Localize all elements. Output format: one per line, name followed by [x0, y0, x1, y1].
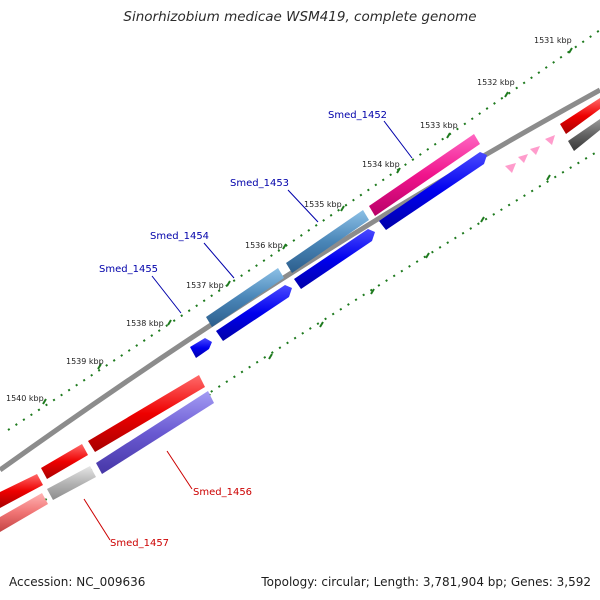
label-leaders	[83, 120, 413, 541]
map-title: Sinorhizobium medicae WSM419, complete g…	[123, 9, 477, 25]
feature-arrowhead	[545, 135, 555, 145]
gene-feature-smed-1454[interactable]	[206, 268, 284, 327]
genome-summary-text: Topology: circular; Length: 3,781,904 bp…	[261, 575, 591, 589]
tick-label: 1531 kbp	[534, 36, 572, 45]
gene-label-smed-1453[interactable]: Smed_1453	[230, 178, 289, 189]
gene-feature-reverse[interactable]	[0, 474, 43, 508]
feature-arrowhead	[530, 146, 540, 155]
gene-label-smed-1452[interactable]: Smed_1452	[328, 110, 387, 121]
outer-tick-ring	[7, 29, 600, 431]
gene-feature-reverse[interactable]	[568, 119, 600, 151]
gene-feature-smed-1455[interactable]	[190, 338, 212, 358]
gene-feature-smed-1452[interactable]	[369, 134, 480, 216]
tick-label: 1540 kbp	[6, 394, 44, 403]
gene-feature-smed-1456[interactable]	[96, 391, 214, 474]
feature-arrowhead	[518, 154, 528, 163]
tick-label: 1535 kbp	[304, 200, 342, 209]
tick-label: 1532 kbp	[477, 78, 515, 87]
gene-feature-reverse[interactable]	[88, 375, 205, 452]
major-ticks-upper	[42, 47, 573, 405]
tick-label: 1533 kbp	[420, 121, 458, 130]
gene-feature-forward[interactable]	[216, 285, 292, 341]
gene-feature-forward[interactable]	[379, 152, 487, 230]
gene-label-smed-1454[interactable]: Smed_1454	[150, 231, 209, 242]
tick-label: 1539 kbp	[66, 357, 104, 366]
genome-backbone	[0, 87, 600, 473]
tick-labels: 1531 kbp 1532 kbp 1533 kbp 1534 kbp 1535…	[6, 36, 572, 403]
tick-label: 1537 kbp	[186, 281, 224, 290]
accession-text: Accession: NC_009636	[9, 575, 146, 589]
tick-label: 1538 kbp	[126, 319, 164, 328]
gene-feature-smed-1453[interactable]	[286, 210, 369, 273]
gene-feature-smed-1457[interactable]	[47, 466, 96, 500]
gene-label-smed-1455[interactable]: Smed_1455	[99, 264, 158, 275]
tick-label: 1534 kbp	[362, 160, 400, 169]
gene-label-smed-1456[interactable]: Smed_1456	[193, 487, 252, 498]
tick-label: 1536 kbp	[245, 241, 283, 250]
gene-feature-reverse[interactable]	[0, 493, 48, 532]
gene-feature-reverse[interactable]	[560, 98, 600, 134]
gene-feature-forward[interactable]	[294, 229, 375, 289]
feature-arrowhead	[505, 163, 516, 173]
gene-label-smed-1457[interactable]: Smed_1457	[110, 538, 169, 549]
gene-feature-reverse[interactable]	[41, 444, 88, 479]
